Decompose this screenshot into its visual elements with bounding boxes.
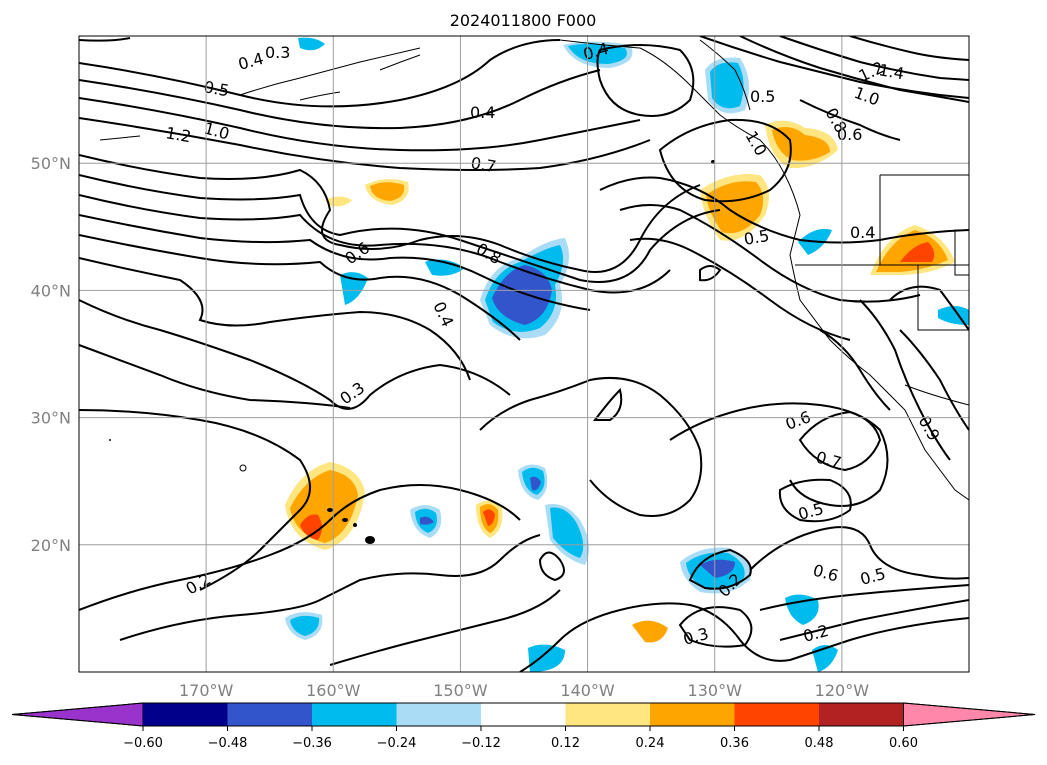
contour-label: 0.6 (837, 125, 862, 144)
map-panel: 0.3 0.4 0.5 1.2 1.0 0.4 0.7 0.4 0.5 1.2 … (31, 35, 970, 700)
contour-label: 0.5 (202, 77, 230, 100)
colorbar-tick-label: 0.36 (720, 736, 749, 751)
contour-label: 1.4 (877, 60, 905, 83)
lon-tick-label: 150°W (433, 681, 488, 700)
lon-tick-label: 120°W (815, 681, 870, 700)
colorbar-segment (565, 703, 650, 726)
negative-anomaly-central (480, 238, 569, 339)
lon-tick-label: 140°W (560, 681, 615, 700)
gridlines (79, 36, 969, 672)
colorbar-segment (312, 703, 397, 726)
lat-tick-label: 50°N (31, 154, 71, 173)
colorbar-segment (819, 703, 904, 726)
colorbar-tick-label: −0.60 (123, 736, 163, 751)
contour-lines (79, 36, 969, 672)
map-title: 2024011800 F000 (450, 11, 597, 30)
colorbar-over-arrow (903, 702, 1036, 727)
colorbar-tick-label: −0.48 (208, 736, 248, 751)
colorbar-tick-label: 0.24 (636, 736, 665, 751)
positive-anomaly-inland (870, 225, 955, 275)
colorbar-segment (481, 703, 566, 726)
colorbar-tick-label: −0.12 (461, 736, 501, 751)
colorbar-segment (650, 703, 735, 726)
colorbar-tick-label: −0.24 (377, 736, 417, 751)
colorbar: −0.60 −0.48 −0.36 −0.24 −0.12 0.12 0.24 0.36 0.4… (11, 702, 1036, 751)
colorbar-segment (734, 703, 819, 726)
lat-tick-labels: 20°N 30°N 40°N 50°N (31, 154, 71, 555)
contour-label: 0.3 (265, 43, 290, 62)
colorbar-segment (227, 703, 312, 726)
colorbar-under-arrow (11, 702, 144, 727)
lon-tick-label: 130°W (688, 681, 743, 700)
contour-label: 0.4 (850, 223, 875, 242)
colorbar-tick-label: 0.12 (551, 736, 580, 751)
lon-tick-labels: 170°W 160°W 150°W 140°W 130°W 120°W (179, 681, 869, 700)
colorbar-segment (396, 703, 481, 726)
colorbar-tick-label: 0.60 (889, 736, 918, 751)
contour-label: 0.4 (470, 103, 495, 122)
map-frame (78, 35, 970, 673)
lon-tick-label: 160°W (306, 681, 361, 700)
colorbar-tick-label: 0.48 (805, 736, 834, 751)
positive-anomaly-hawaii-west (285, 462, 365, 550)
contour-label: 1.2 (164, 123, 192, 146)
positive-anomaly-small (325, 179, 668, 643)
lat-tick-label: 30°N (31, 409, 71, 428)
hawaiian-islands (109, 160, 715, 544)
negative-anomaly-south (285, 228, 969, 672)
lat-tick-label: 40°N (31, 281, 71, 300)
lon-tick-label: 170°W (179, 681, 234, 700)
colorbar-tick-label: −0.36 (292, 736, 332, 751)
contour-label: 0.5 (750, 87, 775, 106)
coastlines (99, 39, 969, 501)
contour-label: 0.5 (742, 226, 770, 249)
lat-tick-label: 20°N (31, 536, 71, 555)
contour-label: 0.7 (469, 153, 497, 176)
colorbar-segment (143, 703, 228, 726)
